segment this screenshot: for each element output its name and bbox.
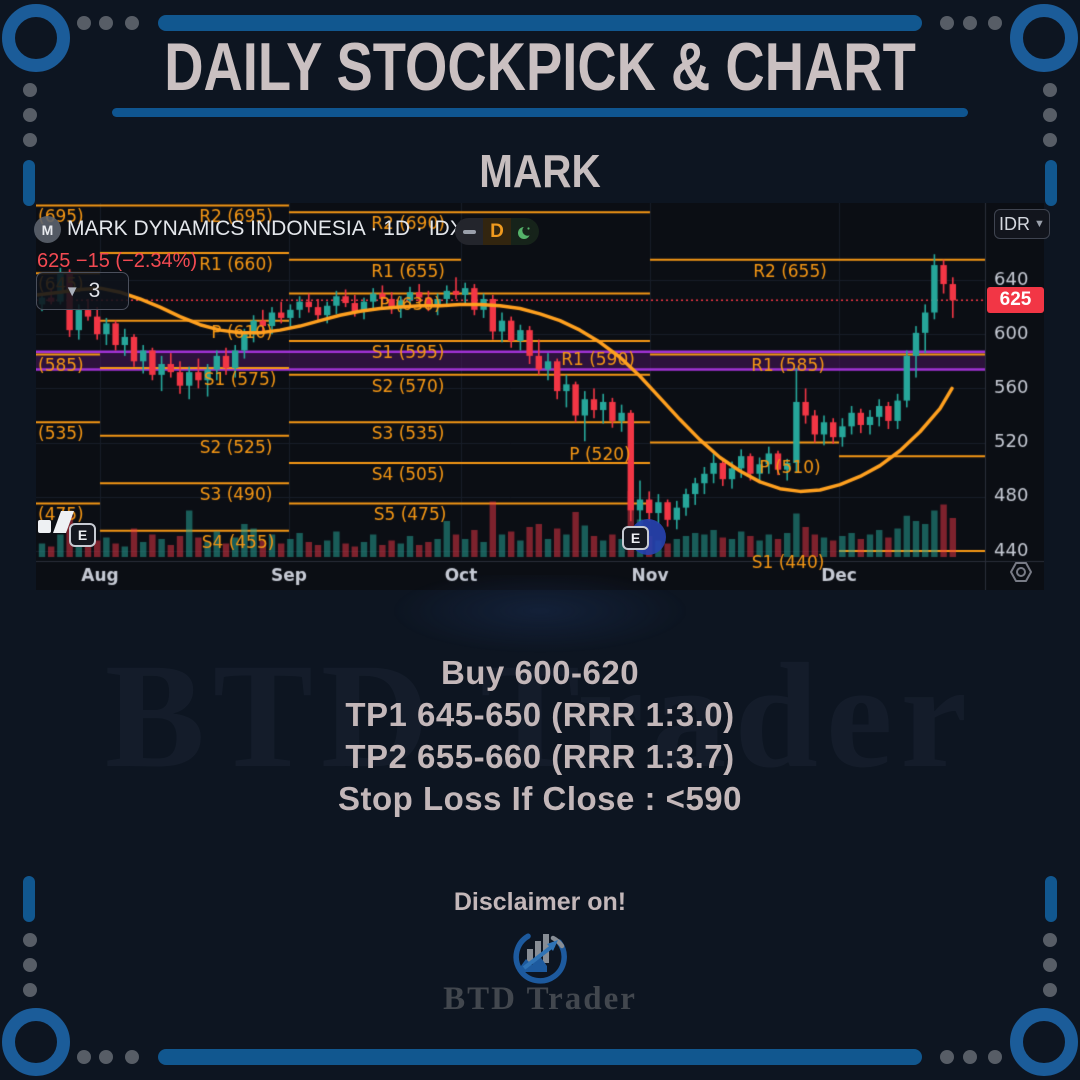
frame-bar-top: [158, 15, 922, 31]
dot-decor: [940, 16, 954, 30]
chevron-down-icon: ▼: [64, 282, 80, 300]
dot-decor: [1043, 133, 1057, 147]
dot-decor: [963, 1050, 977, 1064]
dot-decor: [1043, 108, 1057, 122]
minus-icon: [462, 229, 476, 234]
dot-decor: [1043, 958, 1057, 972]
title-underline: [112, 108, 968, 117]
corner-ring-top-right: [1010, 4, 1078, 72]
dot-decor: [125, 16, 139, 30]
tradingview-chart: M MARK DYNAMICS INDONESIA · 1D · IDX D 6…: [34, 203, 1050, 590]
dot-decor: [1043, 983, 1057, 997]
trade-plan-tp1: TP1 645-650 (RRR 1:3.0): [345, 696, 735, 733]
price-chart-canvas[interactable]: [36, 203, 1044, 590]
currency-label: IDR: [999, 213, 1031, 234]
dot-decor: [23, 108, 37, 122]
frame-bar-left-bottom: [23, 876, 35, 922]
corner-ring-top-left: [2, 4, 70, 72]
brand-name: BTD Trader: [443, 981, 637, 1017]
indicator-count: 3: [88, 279, 101, 302]
frame-bar-left-top: [23, 160, 35, 206]
corner-ring-bottom-right: [1010, 1008, 1078, 1076]
dot-decor: [99, 1050, 113, 1064]
glow-decor: [330, 575, 750, 695]
moon-icon: [518, 224, 533, 239]
tradingview-logo-icon[interactable]: [38, 509, 78, 537]
stock-ticker-title: MARK: [479, 145, 601, 197]
page-title: DAILY STOCKPICK & CHART: [164, 29, 916, 105]
gear-icon[interactable]: [1008, 559, 1034, 585]
dot-decor: [988, 16, 1002, 30]
dot-decor: [988, 1050, 1002, 1064]
chevron-down-icon: ▼: [1034, 218, 1045, 230]
chart-toolbar: D: [455, 218, 539, 245]
currency-button[interactable]: IDR ▼: [994, 209, 1050, 239]
trade-plan-tp2: TP2 655-660 (RRR 1:3.7): [345, 738, 735, 775]
dot-decor: [125, 1050, 139, 1064]
symbol-title[interactable]: MARK DYNAMICS INDONESIA · 1D · IDX: [67, 217, 464, 240]
frame-bar-bottom: [158, 1049, 922, 1065]
event-badge[interactable]: E: [69, 523, 96, 547]
dot-decor: [99, 16, 113, 30]
dot-decor: [23, 933, 37, 947]
watermark: BTD Trader: [104, 633, 976, 799]
dot-decor: [77, 1050, 91, 1064]
trade-plan-stoploss: Stop Loss If Close : <590: [337, 780, 743, 817]
dot-decor: [23, 983, 37, 997]
dot-decor: [77, 16, 91, 30]
trade-plan: Buy 600-620 TP1 645-650 (RRR 1:3.0) TP2 …: [0, 652, 1080, 820]
dot-decor: [1043, 933, 1057, 947]
dot-decor: [1043, 83, 1057, 97]
quote-change-line: 625 −15 (−2.34%): [37, 250, 198, 272]
interval-button[interactable]: D: [483, 218, 511, 245]
trade-plan-buy: Buy 600-620: [440, 654, 640, 691]
btd-trader-logo-icon: [513, 933, 567, 984]
dot-decor: [963, 16, 977, 30]
dot-decor: [23, 133, 37, 147]
corner-ring-bottom-left: [2, 1008, 70, 1076]
dot-decor: [23, 83, 37, 97]
frame-bar-right-top: [1045, 160, 1057, 206]
dot-decor: [940, 1050, 954, 1064]
disclaimer-text: Disclaimer on!: [453, 888, 627, 916]
collapse-button[interactable]: [455, 218, 483, 245]
event-badge[interactable]: E: [622, 526, 649, 550]
dot-decor: [23, 958, 37, 972]
symbol-avatar: M: [34, 216, 61, 243]
last-price-badge: 625: [987, 287, 1044, 313]
indicator-selector[interactable]: ▼ 3: [36, 272, 129, 310]
theme-button[interactable]: [511, 218, 539, 245]
frame-bar-right-bottom: [1045, 876, 1057, 922]
